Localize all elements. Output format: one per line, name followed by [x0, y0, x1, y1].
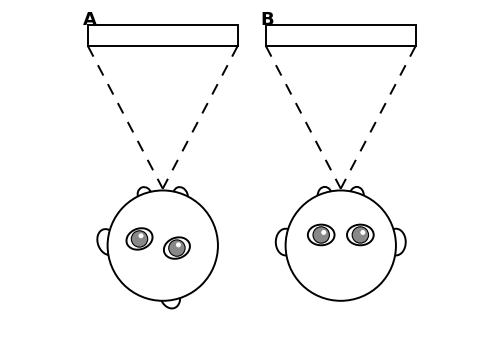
- Circle shape: [360, 230, 366, 235]
- Circle shape: [108, 190, 218, 301]
- Circle shape: [132, 231, 148, 247]
- Circle shape: [352, 227, 368, 243]
- Ellipse shape: [126, 228, 152, 250]
- Ellipse shape: [350, 187, 364, 205]
- Ellipse shape: [138, 187, 152, 204]
- Ellipse shape: [276, 229, 295, 256]
- Circle shape: [138, 233, 143, 238]
- Ellipse shape: [173, 187, 188, 204]
- Circle shape: [321, 230, 326, 235]
- Circle shape: [286, 190, 396, 301]
- Ellipse shape: [347, 225, 374, 245]
- Ellipse shape: [308, 225, 334, 245]
- Bar: [266, 25, 416, 46]
- Ellipse shape: [98, 229, 118, 255]
- Ellipse shape: [318, 187, 332, 205]
- Circle shape: [313, 227, 330, 243]
- Circle shape: [168, 240, 185, 256]
- Bar: [88, 25, 238, 46]
- Ellipse shape: [160, 283, 180, 308]
- Circle shape: [176, 242, 181, 247]
- Ellipse shape: [164, 237, 190, 259]
- Ellipse shape: [386, 229, 406, 256]
- Text: A: A: [82, 11, 96, 29]
- Text: B: B: [260, 11, 274, 29]
